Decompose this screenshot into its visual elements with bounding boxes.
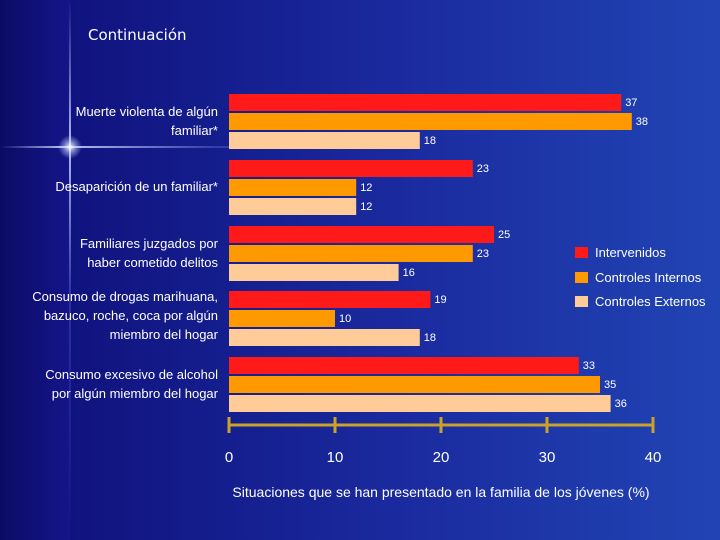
bar-controles-internos: [229, 179, 357, 196]
legend-label: Controles Externos: [595, 294, 706, 309]
x-tick-label: 30: [539, 449, 556, 466]
data-label: 16: [403, 267, 415, 279]
light-flare-vertical: [69, 0, 71, 540]
bar-controles-internos: [229, 245, 473, 262]
category-label: familiar*: [171, 123, 218, 138]
category-label: Consumo de drogas marihuana,: [32, 289, 218, 304]
bar-intervenidos: [229, 160, 473, 177]
bar-controles-internos: [229, 113, 632, 130]
data-label: 36: [615, 398, 627, 410]
x-tick-label: 20: [433, 449, 450, 466]
category-label: Consumo excesivo de alcohol: [45, 367, 218, 382]
data-label: 19: [434, 294, 446, 306]
data-label: 38: [636, 116, 648, 128]
x-tick-label: 40: [645, 449, 662, 466]
legend-label: Intervenidos: [595, 245, 666, 260]
data-label: 23: [477, 163, 489, 175]
bar-controles-internos: [229, 376, 600, 393]
category-label: Desaparición de un familiar*: [55, 179, 218, 194]
data-label: 33: [583, 360, 595, 372]
bar-controles-externos: [229, 198, 357, 215]
category-label: miembro del hogar: [110, 327, 219, 342]
bar-intervenidos: [229, 291, 431, 308]
bar-intervenidos: [229, 226, 494, 243]
bar-intervenidos: [229, 94, 622, 111]
legend-swatch: [575, 272, 588, 283]
bar-controles-internos: [229, 310, 335, 327]
bar-controles-externos: [229, 132, 420, 149]
data-label: 37: [625, 97, 637, 109]
background-left-band: [0, 0, 70, 540]
category-label: Muerte violenta de algún: [76, 104, 218, 119]
legend-label: Controles Internos: [595, 270, 702, 285]
legend-swatch: [575, 296, 588, 307]
category-label: haber cometido delitos: [87, 255, 218, 270]
x-tick-label: 0: [225, 449, 233, 466]
category-label: bazuco, roche, coca por algún: [44, 308, 218, 323]
x-tick-label: 10: [327, 449, 344, 466]
x-axis-label: Situaciones que se han presentado en la …: [232, 484, 649, 500]
light-flare-glow: [58, 135, 82, 159]
data-label: 12: [360, 201, 372, 213]
category-label: por algún miembro del hogar: [52, 386, 219, 401]
bar-intervenidos: [229, 357, 579, 374]
slide-title: Continuación: [88, 26, 187, 44]
data-label: 18: [424, 135, 436, 147]
category-label: Familiares juzgados por: [80, 236, 219, 251]
data-label: 10: [339, 313, 351, 325]
data-label: 35: [604, 379, 616, 391]
bar-controles-externos: [229, 395, 611, 412]
data-label: 23: [477, 248, 489, 260]
data-label: 18: [424, 332, 436, 344]
data-label: 25: [498, 229, 510, 241]
legend-swatch: [575, 247, 588, 258]
bar-controles-externos: [229, 329, 420, 346]
data-label: 12: [360, 182, 372, 194]
bar-controles-externos: [229, 264, 399, 281]
